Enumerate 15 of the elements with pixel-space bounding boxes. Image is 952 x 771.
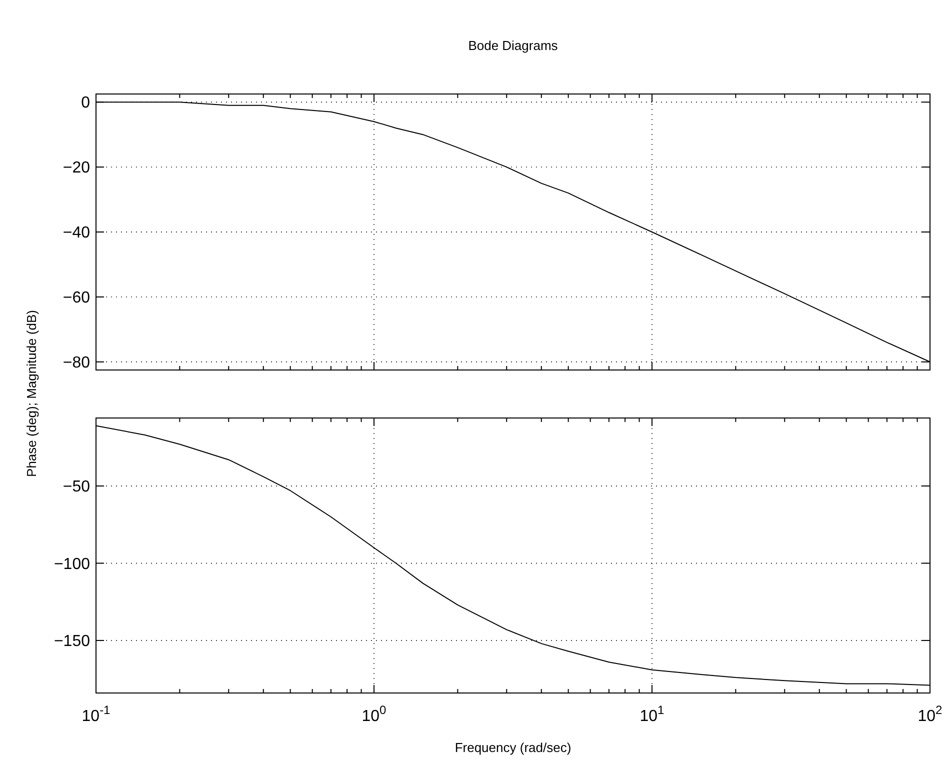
y-tick-label: 0 [81, 94, 90, 112]
x-tick-label: 10$^{1}$ [640, 703, 665, 725]
x-axis-title: Frequency (rad/sec) [454, 740, 572, 755]
x-tick-label: 10$^{-1}$ [82, 703, 111, 725]
x-tick-label: 10$^{2}$ [918, 703, 943, 725]
y-tick-label: −80 [62, 354, 90, 372]
chart-title: Bode Diagrams [468, 38, 558, 53]
y-tick-label: −60 [62, 290, 90, 307]
x-tick-label: 10$^{0}$ [362, 703, 387, 725]
y-axis-title: Phase (deg); Magnitude (dB) [24, 310, 39, 477]
y-tick-label: −40 [62, 224, 90, 242]
y-tick-label: −20 [62, 160, 90, 177]
y-tick-label: −100 [54, 556, 90, 573]
y-tick-label: −50 [62, 478, 90, 496]
y-tick-label: −150 [54, 633, 90, 650]
